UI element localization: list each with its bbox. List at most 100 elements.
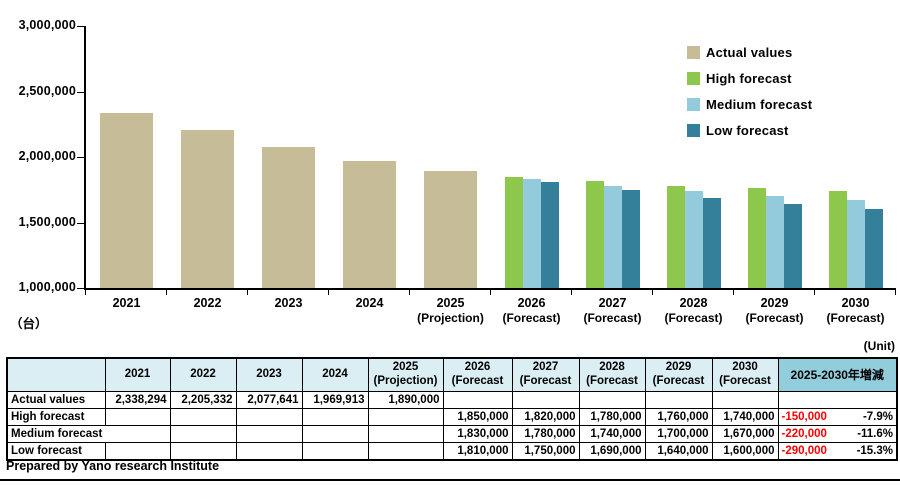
bar-actual-values — [424, 171, 477, 288]
table-value-cell: 2,338,294 — [104, 391, 171, 409]
legend-label: Low forecast — [706, 123, 789, 138]
bar-group-2029 — [734, 26, 815, 288]
y-axis-tick-mark — [77, 26, 84, 27]
table-value-cell: 1,740,000 — [578, 425, 646, 443]
x-axis-category-label: 2027 (Forecast) — [572, 295, 653, 327]
table-row: Medium forecast 1,830,000 1,780,000 1,740,0… — [6, 425, 898, 443]
bar-high-forecast — [504, 177, 523, 288]
y-axis-tick-mark — [77, 91, 84, 93]
table-value-cell — [644, 391, 713, 409]
table-change-wrap: -150,000 -7.9% — [782, 411, 894, 423]
x-axis-category-label: 2021 — [86, 295, 167, 327]
table-row-label: Actual values — [6, 391, 106, 409]
table-year-header: 2021 — [104, 357, 171, 392]
bar-low-forecast — [864, 209, 883, 288]
table-year-header-line1: 2023 — [256, 368, 282, 381]
table-year-header: 2022 — [169, 357, 237, 392]
bar-actual-values — [343, 161, 396, 288]
table-year-header-line1: 2029 — [665, 361, 692, 374]
x-axis-category-label: 2022 — [167, 295, 248, 327]
legend-item: Low forecast — [687, 122, 812, 139]
table-year-header-line1: 2028 — [599, 361, 625, 374]
table-value-cell — [367, 408, 444, 426]
table-value-cell — [511, 391, 580, 409]
x-axis-category-label: 2028 (Forecast) — [653, 295, 734, 327]
bar-low-forecast — [621, 190, 640, 288]
y-axis-tick-mark — [77, 157, 84, 158]
table-value-cell — [578, 391, 646, 409]
table-value-cell — [442, 391, 513, 409]
table-year-header: 2028 (Forecast — [578, 357, 646, 392]
x-axis-year-label: 2029 — [760, 296, 789, 310]
table-body: Actual values 2,338,294 2,205,332 2,077,641… — [6, 391, 898, 461]
table-value-cell — [104, 408, 171, 426]
table-year-header: 2023 — [235, 357, 303, 392]
table-year-header-line2: (Projection) — [373, 375, 438, 387]
bottom-divider — [0, 479, 900, 481]
legend-item: Medium forecast — [687, 96, 812, 113]
table-value-cell: 1,640,000 — [644, 442, 713, 461]
x-axis-year-label: 2024 — [355, 296, 384, 310]
bar-actual-values — [100, 113, 153, 288]
bar-group-2027 — [572, 26, 653, 288]
bar-high-forecast — [666, 186, 685, 288]
table-value-cell — [711, 391, 779, 409]
y-axis-line — [84, 26, 86, 290]
table-value-cell — [235, 425, 303, 443]
x-axis-tick-mark — [328, 290, 329, 295]
x-axis-year-label: 2026 — [517, 296, 546, 310]
bar-group-2028 — [653, 26, 734, 288]
x-axis-tick-mark — [85, 290, 86, 295]
table-value-cell — [301, 408, 369, 426]
y-axis-tick-mark — [77, 222, 84, 224]
x-axis-category-label: 2029 (Forecast) — [734, 295, 815, 327]
table-year-header-line1: 2024 — [322, 368, 348, 381]
table-head: 2021 2022 2023 2024 2025 (Projection) 2026 (For… — [6, 357, 898, 392]
y-axis-tick-label: 2,500,000 — [18, 83, 76, 98]
bar-low-forecast — [702, 198, 721, 288]
bar-group-2023 — [248, 26, 329, 288]
x-axis-qualifier-label: (Projection) — [417, 311, 484, 326]
table-year-header-line1: 2027 — [532, 361, 559, 374]
legend-label: Actual values — [706, 45, 793, 60]
legend-label: Medium forecast — [706, 97, 813, 112]
table-change-percent: -11.6% — [857, 428, 893, 440]
table-value-cell — [169, 442, 237, 461]
table-value-cell — [367, 425, 444, 443]
table-value-cell: 1,600,000 — [711, 442, 779, 461]
table-year-header-line1: 2021 — [124, 368, 151, 381]
x-axis-qualifier-label: (Forecast) — [745, 311, 804, 326]
table-value-cell: 1,830,000 — [442, 425, 513, 443]
chart-legend: Actual values High forecast Medium forecas… — [687, 44, 812, 148]
plot-area — [86, 26, 896, 288]
table-change-cell: -290,000 -15.3% — [777, 442, 898, 461]
bar-medium-forecast — [765, 196, 784, 288]
table-value-cell: 1,820,000 — [511, 408, 580, 426]
source-note: Prepared by Yano research Institute — [6, 459, 220, 473]
table-value-cell — [367, 442, 444, 461]
x-axis-category-label: 2024 — [329, 295, 410, 327]
x-axis-qualifier-label: (Forecast) — [664, 311, 723, 326]
table-change-wrap: -220,000 -11.6% — [782, 428, 894, 440]
table-row-label: Medium forecast — [6, 425, 106, 443]
bar-high-forecast — [747, 188, 766, 288]
table-year-header: 2024 — [301, 357, 369, 392]
legend-swatch-actual-values — [687, 46, 700, 59]
bar-medium-forecast — [684, 191, 703, 288]
table-corner-header — [6, 357, 106, 392]
table-row-label: High forecast — [6, 408, 106, 426]
bar-high-forecast — [585, 181, 604, 288]
bar-medium-forecast — [603, 186, 622, 288]
x-axis-year-label: 2025 — [436, 296, 465, 310]
table-year-header-line2: (Forecast — [652, 375, 705, 387]
bar-group-2026 — [491, 26, 572, 288]
x-axis-qualifier-label: (Forecast) — [826, 311, 885, 326]
table-value-cell — [104, 442, 171, 461]
table-unit-note: (Unit) — [863, 339, 895, 353]
bar-group-2024 — [329, 26, 410, 288]
table-value-cell: 1,780,000 — [578, 408, 646, 426]
x-axis-year-label: 2021 — [112, 296, 141, 310]
table-year-header-line2: (Forecast — [451, 375, 504, 387]
legend-label: High forecast — [706, 71, 792, 86]
